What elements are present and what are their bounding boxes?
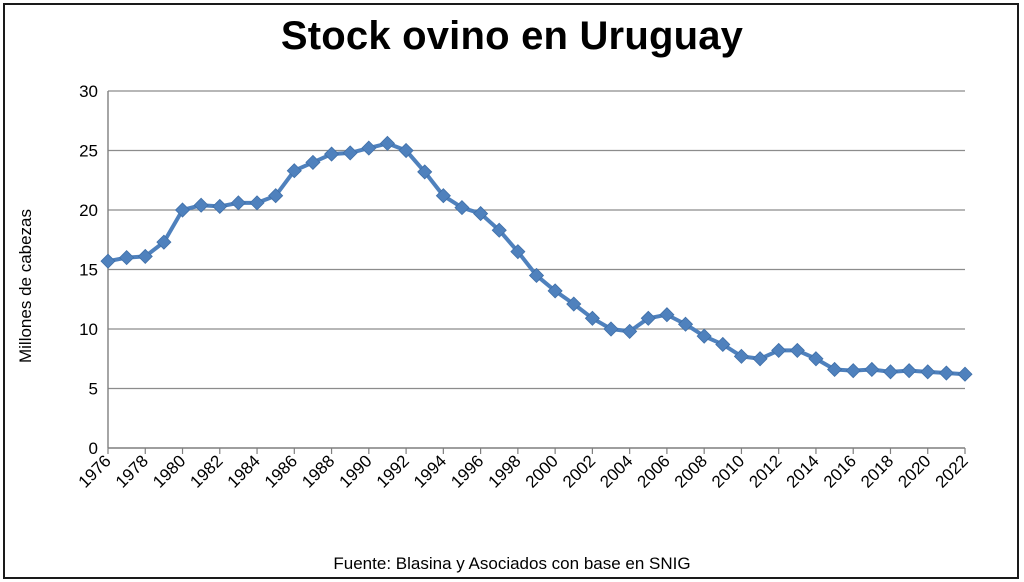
data-point-marker <box>771 342 787 358</box>
x-tick-label: 1990 <box>335 451 375 491</box>
data-point-marker <box>584 310 600 326</box>
y-tick-label: 15 <box>79 261 98 280</box>
data-point-marker <box>379 135 396 151</box>
data-point-marker <box>547 283 563 299</box>
data-point-marker <box>212 198 228 214</box>
data-point-marker <box>268 188 284 204</box>
x-tick-label: 2010 <box>708 451 748 491</box>
data-point-marker <box>361 140 377 156</box>
x-tick-label: 1976 <box>75 451 115 491</box>
data-point-marker <box>845 363 861 379</box>
data-point-marker <box>249 195 265 211</box>
data-point-marker <box>957 366 973 382</box>
data-point-marker <box>696 328 712 344</box>
data-point-marker <box>510 244 526 260</box>
data-point-marker <box>342 145 358 161</box>
data-point-marker <box>193 197 209 213</box>
x-tick-label: 1996 <box>447 451 487 491</box>
data-point-marker <box>640 310 656 326</box>
data-point-marker <box>938 365 954 381</box>
chart-frame <box>3 3 1019 579</box>
x-tick-label: 2018 <box>857 451 897 491</box>
data-point-marker <box>174 202 191 218</box>
x-tick-label: 2006 <box>634 451 674 491</box>
x-tick-label: 1986 <box>261 451 301 491</box>
data-point-marker <box>417 164 433 180</box>
data-point-marker <box>920 364 936 380</box>
data-point-marker <box>119 250 135 266</box>
data-point-marker <box>733 348 750 364</box>
chart-title: Stock ovino en Uruguay <box>280 14 744 58</box>
x-tick-label: 2020 <box>894 451 934 491</box>
data-point-marker <box>752 351 768 367</box>
data-point-marker <box>808 351 824 367</box>
x-tick-label: 1978 <box>112 451 152 491</box>
data-point-marker <box>622 323 638 339</box>
data-point-marker <box>566 296 582 312</box>
data-point-marker <box>137 248 153 264</box>
data-point-marker <box>100 253 116 269</box>
data-point-marker <box>901 363 917 379</box>
x-tick-label: 1988 <box>298 451 338 491</box>
data-point-marker <box>473 206 489 222</box>
y-tick-label: 0 <box>89 439 98 458</box>
data-point-marker <box>454 200 470 216</box>
data-point-marker <box>528 267 545 284</box>
data-point-marker <box>603 321 619 337</box>
y-tick-label: 10 <box>79 320 98 339</box>
data-point-marker <box>677 316 694 332</box>
x-tick-label: 2012 <box>745 451 785 491</box>
data-point-marker <box>715 336 731 353</box>
data-point-marker <box>230 195 246 211</box>
data-point-marker <box>398 142 414 159</box>
x-tick-label: 2014 <box>783 451 823 491</box>
y-tick-label: 25 <box>79 142 98 161</box>
x-tick-label: 1994 <box>410 451 450 491</box>
x-tick-label: 2008 <box>671 451 711 491</box>
data-point-marker <box>491 222 507 238</box>
x-tick-label: 2004 <box>596 451 636 491</box>
y-tick-label: 30 <box>79 82 98 101</box>
y-tick-label: 5 <box>89 380 98 399</box>
x-tick-label: 1992 <box>373 451 413 491</box>
source-note: Fuente: Blasina y Asociados con base en … <box>333 554 691 573</box>
series-line <box>106 141 967 377</box>
data-point-marker <box>827 361 843 378</box>
x-tick-label: 1982 <box>186 451 226 491</box>
x-tick-label: 1998 <box>485 451 525 491</box>
data-point-marker <box>305 154 321 170</box>
data-point-marker <box>882 364 899 380</box>
x-tick-label: 2022 <box>932 451 972 491</box>
data-point-marker <box>286 163 302 179</box>
x-tick-label: 1980 <box>149 451 189 491</box>
x-tick-label: 1984 <box>224 451 264 491</box>
x-tick-label: 2000 <box>522 451 562 491</box>
x-tick-label: 2016 <box>820 451 860 491</box>
data-point-marker <box>659 307 675 323</box>
data-point-marker <box>789 342 805 358</box>
x-tick-label: 2002 <box>559 451 599 491</box>
data-point-marker <box>323 146 340 162</box>
y-tick-label: 20 <box>79 201 98 220</box>
data-point-marker <box>156 234 172 250</box>
data-point-marker <box>435 188 451 204</box>
data-point-marker <box>864 361 880 378</box>
